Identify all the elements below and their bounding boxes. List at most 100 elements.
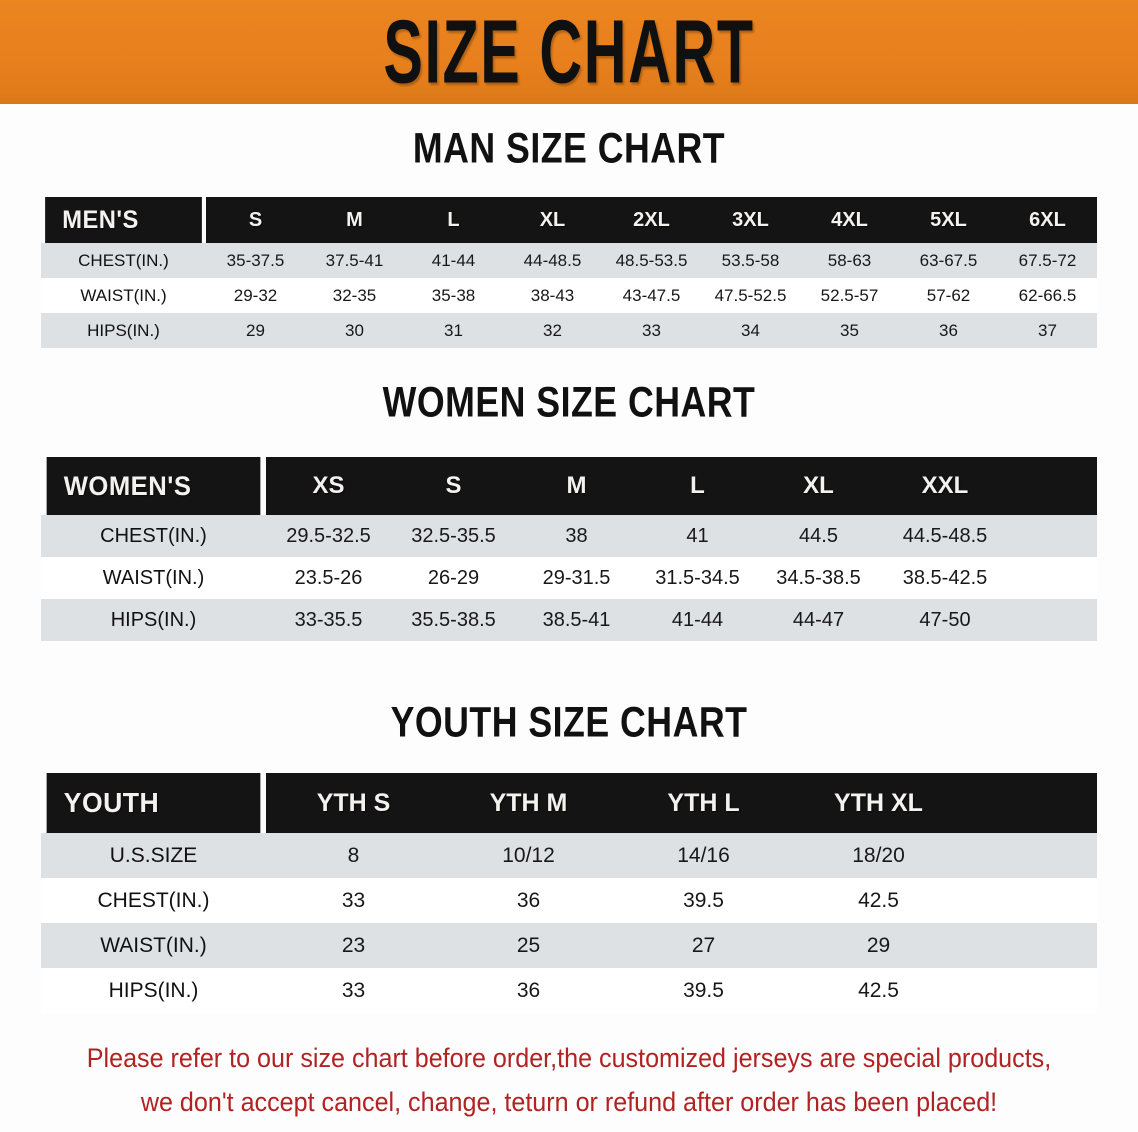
measurement-cell: 18/20 (791, 833, 966, 878)
column-header-2xl: 2XL (602, 197, 701, 243)
measurement-cell: 38.5-41 (516, 599, 637, 641)
column-header-6xl: 6XL (998, 197, 1097, 243)
row-label-hips-in: HIPS(IN.) (41, 599, 266, 641)
measurement-cell: 32-35 (305, 278, 404, 313)
column-header-5xl: 5XL (899, 197, 998, 243)
women-section-title: WOMEN SIZE CHART (382, 379, 756, 427)
table-row: HIPS(IN.) 33-35.5 35.5-38.5 38.5-41 41-44 44-… (41, 599, 1097, 641)
table-row: HIPS(IN.) 29 30 31 32 33 34 35 36 37 (41, 313, 1097, 348)
measurement-cell: 35.5-38.5 (391, 599, 516, 641)
column-header-blank-5 (966, 773, 1097, 833)
measurement-cell: 33 (266, 968, 441, 1013)
column-header-3xl: 3XL (701, 197, 800, 243)
measurement-cell (966, 923, 1097, 968)
measurement-cell (1011, 515, 1097, 557)
measurement-cell: 34 (701, 313, 800, 348)
row-label-waist-in: WAIST(IN.) (41, 923, 266, 968)
youth-table-header: YOUTH YTH S YTH M YTH L YTH XL (41, 773, 1097, 833)
measurement-cell: 32 (503, 313, 602, 348)
measurement-cell (1011, 557, 1097, 599)
women-table-header: WOMEN'S XS S M L XL XXL (41, 457, 1097, 515)
measurement-cell (966, 968, 1097, 1013)
measurement-cell (966, 878, 1097, 923)
measurement-cell: 37.5-41 (305, 243, 404, 278)
row-label-chest-in: CHEST(IN.) (41, 515, 266, 557)
disclaimer-line-1: Please refer to our size chart before or… (86, 1043, 1052, 1073)
measurement-cell: 38.5-42.5 (879, 557, 1011, 599)
row-label-hips-in: HIPS(IN.) (41, 968, 266, 1013)
measurement-cell: 36 (899, 313, 998, 348)
measurement-cell: 47-50 (879, 599, 1011, 641)
measurement-cell: 52.5-57 (800, 278, 899, 313)
measurement-cell: 32.5-35.5 (391, 515, 516, 557)
measurement-cell: 36 (441, 968, 616, 1013)
measurement-cell: 23.5-26 (266, 557, 391, 599)
column-header-xs: XS (266, 457, 391, 515)
table-row: WAIST(IN.) 23.5-26 26-29 29-31.5 31.5-34.5 34… (41, 557, 1097, 599)
youth-table-body: U.S.SIZE 8 10/12 14/16 18/20 CHEST(IN.) 33 36 39… (41, 833, 1097, 1013)
measurement-cell: 57-62 (899, 278, 998, 313)
measurement-cell: 38 (516, 515, 637, 557)
measurement-cell: 44.5 (758, 515, 879, 557)
measurement-cell: 39.5 (616, 968, 791, 1013)
measurement-cell: 33-35.5 (266, 599, 391, 641)
measurement-cell: 67.5-72 (998, 243, 1097, 278)
column-header-yth-l: YTH L (616, 773, 791, 833)
column-header-yth-xl: YTH XL (791, 773, 966, 833)
measurement-cell: 36 (441, 878, 616, 923)
measurement-cell: 42.5 (791, 878, 966, 923)
measurement-cell: 33 (266, 878, 441, 923)
column-header-4xl: 4XL (800, 197, 899, 243)
measurement-cell: 48.5-53.5 (602, 243, 701, 278)
women-table-body: CHEST(IN.) 29.5-32.5 32.5-35.5 38 41 44.5 44.5… (41, 515, 1097, 641)
measurement-cell: 53.5-58 (701, 243, 800, 278)
page-banner: SIZE CHART (0, 0, 1138, 104)
measurement-cell: 31 (404, 313, 503, 348)
table-row: CHEST(IN.) 33 36 39.5 42.5 (41, 878, 1097, 923)
column-header-xl: XL (758, 457, 879, 515)
table-row: WAIST(IN.) 23 25 27 29 (41, 923, 1097, 968)
measurement-cell: 34.5-38.5 (758, 557, 879, 599)
men-table-header: MEN'S S M L XL 2XL 3XL 4XL 5XL 6XL (41, 197, 1097, 243)
measurement-cell: 44.5-48.5 (879, 515, 1011, 557)
measurement-cell: 41-44 (637, 599, 758, 641)
measurement-cell: 29.5-32.5 (266, 515, 391, 557)
table-header-row: YOUTH YTH S YTH M YTH L YTH XL (41, 773, 1097, 833)
women-size-table: WOMEN'S XS S M L XL XXL CHEST(IN.) 29.5-32.5 32.… (41, 457, 1097, 641)
column-header-yth-m: YTH M (441, 773, 616, 833)
column-header-s: S (391, 457, 516, 515)
measurement-cell: 41 (637, 515, 758, 557)
column-header-m: M (516, 457, 637, 515)
column-header-l: L (637, 457, 758, 515)
measurement-cell: 29-31.5 (516, 557, 637, 599)
column-header-xxl: XXL (879, 457, 1011, 515)
table-row: WAIST(IN.) 29-32 32-35 35-38 38-43 43-47.5 47.… (41, 278, 1097, 313)
measurement-cell: 42.5 (791, 968, 966, 1013)
measurement-cell: 43-47.5 (602, 278, 701, 313)
measurement-cell: 14/16 (616, 833, 791, 878)
measurement-cell: 29-32 (206, 278, 305, 313)
women-table-corner-label: WOMEN'S (46, 457, 261, 515)
column-header-s: S (206, 197, 305, 243)
column-header-blank-7 (1011, 457, 1097, 515)
youth-section-title: YOUTH SIZE CHART (390, 699, 748, 747)
measurement-cell: 26-29 (391, 557, 516, 599)
page-title: SIZE CHART (383, 0, 755, 103)
row-label-waist-in: WAIST(IN.) (41, 557, 266, 599)
measurement-cell: 29 (791, 923, 966, 968)
measurement-cell: 41-44 (404, 243, 503, 278)
measurement-cell: 31.5-34.5 (637, 557, 758, 599)
measurement-cell: 35-37.5 (206, 243, 305, 278)
column-header-m: M (305, 197, 404, 243)
disclaimer-line-2: we don't accept cancel, change, teturn o… (140, 1087, 998, 1117)
measurement-cell: 58-63 (800, 243, 899, 278)
measurement-cell: 25 (441, 923, 616, 968)
column-header-xl: XL (503, 197, 602, 243)
measurement-cell: 37 (998, 313, 1097, 348)
measurement-cell: 47.5-52.5 (701, 278, 800, 313)
men-size-table: MEN'S S M L XL 2XL 3XL 4XL 5XL 6XL CHEST(IN.) 35-3… (41, 197, 1097, 348)
column-header-yth-s: YTH S (266, 773, 441, 833)
measurement-cell: 44-48.5 (503, 243, 602, 278)
table-row: CHEST(IN.) 29.5-32.5 32.5-35.5 38 41 44.5 44.5… (41, 515, 1097, 557)
row-label-chest-in: CHEST(IN.) (41, 243, 206, 278)
